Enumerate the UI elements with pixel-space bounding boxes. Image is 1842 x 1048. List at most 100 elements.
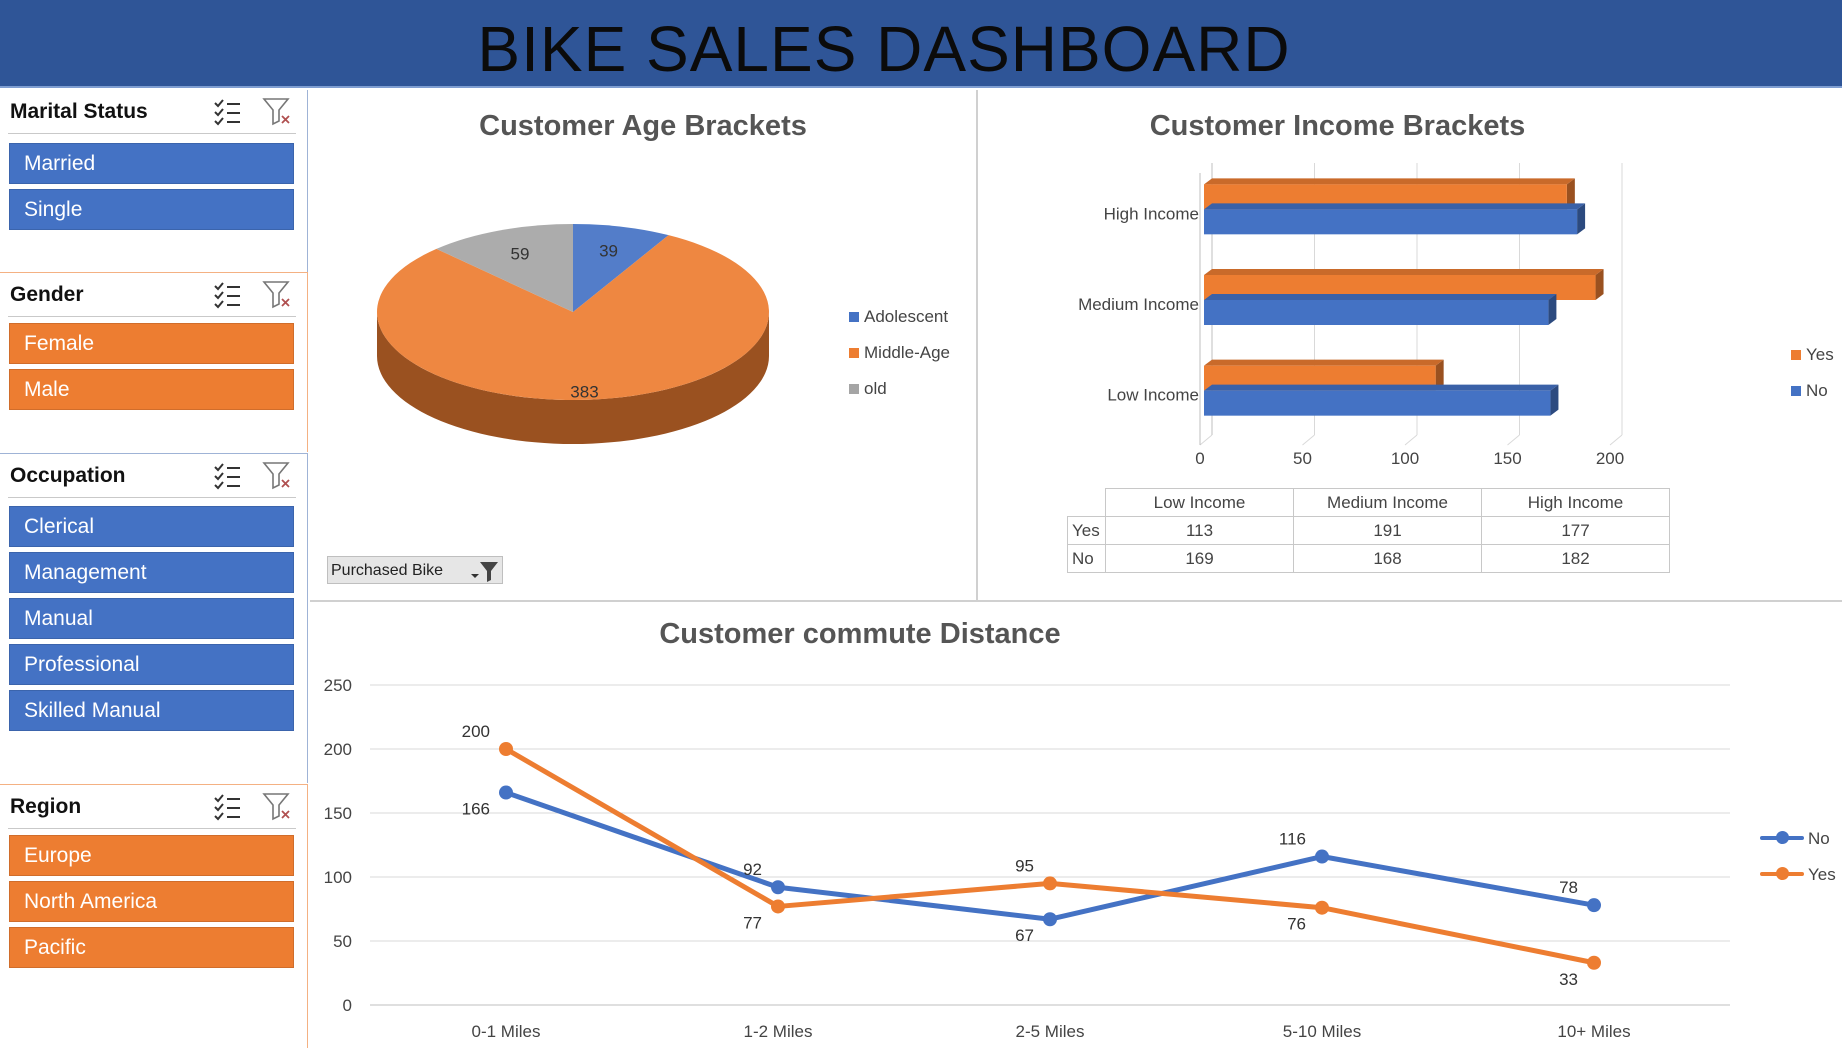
slicer-item-married[interactable]: Married xyxy=(9,143,294,184)
table-row-header: No xyxy=(1067,544,1106,573)
legend-swatch xyxy=(1791,350,1801,360)
data-point-no xyxy=(1587,898,1601,913)
multi-select-icon[interactable] xyxy=(212,460,242,490)
y-tick-label: 250 xyxy=(324,676,352,695)
data-point-no xyxy=(771,880,785,895)
legend-label: Yes xyxy=(1808,865,1836,884)
series-line-yes xyxy=(503,746,1597,966)
data-label: 77 xyxy=(743,913,762,932)
y-tick-label: 200 xyxy=(324,740,352,759)
pie-slice-middle-age xyxy=(376,235,769,401)
data-label: 76 xyxy=(1287,915,1306,934)
bar-top-yes xyxy=(1204,178,1575,185)
data-point-no xyxy=(499,785,513,800)
legend-label: No xyxy=(1806,381,1828,400)
table-row: Yes 113 191 177 xyxy=(1067,516,1670,545)
slicer-item-clerical[interactable]: Clerical xyxy=(9,506,294,547)
dropdown-filter-icon xyxy=(471,562,498,582)
slicer-header: Region xyxy=(8,785,296,829)
dashboard-banner: BIKE SALES DASHBOARD xyxy=(0,0,1842,88)
slicer-region: Region Europe North America Pacific xyxy=(0,784,308,1048)
bar-no xyxy=(1204,390,1551,416)
slicer-item-single[interactable]: Single xyxy=(9,189,294,230)
commute-chart-title: Customer commute Distance xyxy=(659,618,1061,650)
bar-top-yes xyxy=(1204,269,1604,275)
clear-filter-icon[interactable] xyxy=(262,791,292,821)
bar-side-yes xyxy=(1566,178,1575,210)
purchased-bike-filter-button[interactable]: Purchased Bike xyxy=(327,556,503,584)
slicer-item-male[interactable]: Male xyxy=(9,369,294,410)
table-cell: 169 xyxy=(1105,544,1294,573)
slicer-item-professional[interactable]: Professional xyxy=(9,644,294,685)
x-tick-label: 5-10 Miles xyxy=(1283,1022,1361,1041)
data-label: 95 xyxy=(1015,856,1034,875)
bar-no xyxy=(1204,300,1549,325)
category-label: Medium Income xyxy=(1078,295,1199,314)
bar-top-no xyxy=(1204,203,1586,210)
legend-entry: Yes xyxy=(1791,345,1834,365)
x-tick-label: 150 xyxy=(1493,449,1521,468)
y-tick-label: 150 xyxy=(324,804,352,823)
multi-select-icon[interactable] xyxy=(212,791,242,821)
data-point-yes xyxy=(1043,876,1057,891)
x-tick-label: 1-2 Miles xyxy=(744,1022,813,1041)
slicer-item-skilled-manual[interactable]: Skilled Manual xyxy=(9,690,294,731)
bar-side-yes xyxy=(1435,359,1444,391)
legend-label: Middle-Age xyxy=(864,343,950,362)
gridline-foot xyxy=(1507,434,1520,446)
pie-data-label: 39 xyxy=(599,242,618,261)
slicer-item-north-america[interactable]: North America xyxy=(9,881,294,922)
legend-label: Yes xyxy=(1806,345,1834,364)
bar-side-no xyxy=(1550,384,1559,416)
multi-select-icon[interactable] xyxy=(212,279,242,309)
data-label: 33 xyxy=(1559,970,1578,989)
slicer-title: Occupation xyxy=(10,464,126,487)
table-column-header: High Income xyxy=(1481,488,1670,517)
slicer-item-europe[interactable]: Europe xyxy=(9,835,294,876)
slicer-item-manual[interactable]: Manual xyxy=(9,598,294,639)
slicer-item-management[interactable]: Management xyxy=(9,552,294,593)
legend-swatch xyxy=(1760,831,1804,844)
slicer-occupation: Occupation Clerical Management Manual Pr… xyxy=(0,453,308,783)
legend-entry: No xyxy=(1791,381,1828,401)
multi-select-icon[interactable] xyxy=(212,96,242,126)
legend-entry: old xyxy=(849,379,887,399)
table-cell: 113 xyxy=(1105,516,1294,545)
slicer-item-pacific[interactable]: Pacific xyxy=(9,927,294,968)
data-label: 78 xyxy=(1559,878,1578,897)
x-tick-label: 50 xyxy=(1293,449,1312,468)
pie-slice-side-middle-age xyxy=(377,312,769,444)
data-label: 116 xyxy=(1279,830,1306,849)
data-point-yes xyxy=(1587,955,1601,970)
gridline-foot xyxy=(1609,434,1623,446)
category-label: Low Income xyxy=(1107,386,1199,405)
slicer-header: Occupation xyxy=(8,454,296,498)
bar-no xyxy=(1204,209,1578,235)
panel-divider xyxy=(310,600,1842,602)
x-tick-label: 0 xyxy=(1195,449,1204,468)
legend-entry: No xyxy=(1760,829,1830,849)
table-cell: 168 xyxy=(1293,544,1482,573)
table-row: No 169 168 182 xyxy=(1067,544,1670,573)
age-chart-title: Customer Age Brackets xyxy=(479,110,807,142)
table-cell: 177 xyxy=(1481,516,1670,545)
clear-filter-icon[interactable] xyxy=(262,460,292,490)
legend-label: Adolescent xyxy=(864,307,949,326)
data-point-yes xyxy=(771,899,785,914)
legend-swatch xyxy=(1760,867,1804,880)
x-tick-label: 10+ Miles xyxy=(1557,1022,1630,1041)
bar-side-yes xyxy=(1595,269,1604,300)
slicer-item-female[interactable]: Female xyxy=(9,323,294,364)
table-cell: 182 xyxy=(1481,544,1670,573)
clear-filter-icon[interactable] xyxy=(262,279,292,309)
pie-data-label: 59 xyxy=(510,244,529,263)
filter-button-label: Purchased Bike xyxy=(331,562,444,579)
clear-filter-icon[interactable] xyxy=(262,96,292,126)
slicer-marital-status: Marital Status Married Single xyxy=(0,90,308,272)
slicer-header: Marital Status xyxy=(8,90,296,134)
x-tick-label: 200 xyxy=(1596,449,1624,468)
data-label: 92 xyxy=(743,860,762,879)
data-point-no xyxy=(1315,849,1329,864)
gridline-foot xyxy=(1302,434,1315,446)
category-label: High Income xyxy=(1104,204,1199,223)
